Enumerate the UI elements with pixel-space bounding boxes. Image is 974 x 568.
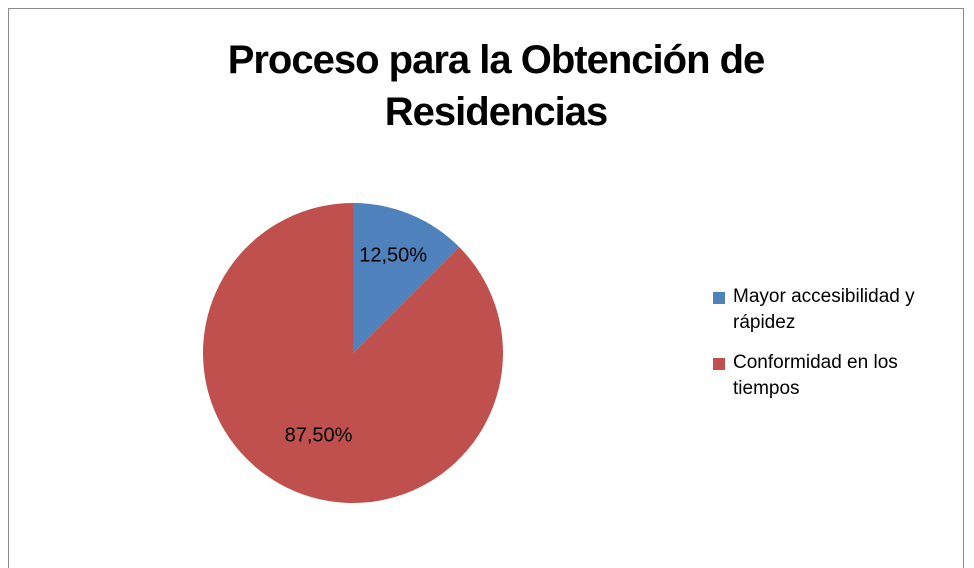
legend-label: Conformidad en los tiempos <box>733 352 898 399</box>
chart-title: Proceso para la Obtención de Residencias <box>227 38 766 134</box>
data-label: 12,50% <box>359 244 427 266</box>
pie-slice <box>202 203 503 504</box>
legend-swatch <box>713 358 725 370</box>
legend: Mayor accesibilidad y rápidez Conformidad… <box>713 284 963 416</box>
legend-entry: Conformidad en los tiempos <box>713 350 963 402</box>
chart: 12,50% 87,50% <box>202 203 503 504</box>
legend-label: Mayor accesibilidad y rápidez <box>733 286 915 333</box>
chart-frame <box>8 8 964 568</box>
page: {"chart_data": {"type": "pie", "title": … <box>8 8 964 568</box>
legend-swatch <box>713 292 725 304</box>
legend-entry: Mayor accesibilidad y rápidez <box>713 284 963 336</box>
pie-slice <box>353 203 460 353</box>
data-label: 87,50% <box>285 424 353 446</box>
